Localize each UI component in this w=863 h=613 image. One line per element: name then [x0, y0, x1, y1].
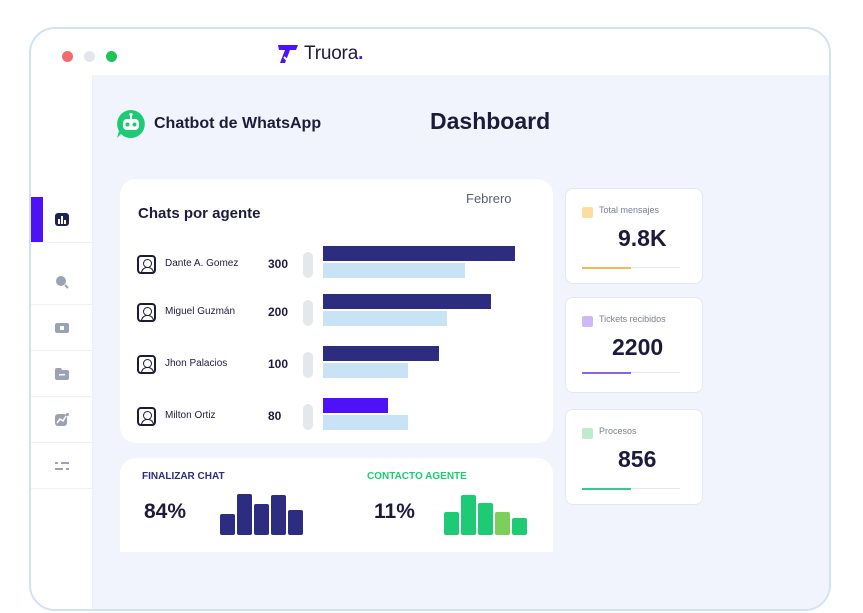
bar-handle: [303, 252, 313, 278]
agent-value: 100: [268, 357, 289, 371]
sidebar-item-tickets[interactable]: [31, 305, 92, 351]
kpi-mini-bar: [237, 494, 252, 535]
sidebar: ›: [31, 75, 93, 609]
kpi-mini-bar: [254, 504, 269, 535]
brand-name: Truora.: [304, 43, 364, 64]
user-icon: [137, 303, 156, 322]
user-icon: [137, 407, 156, 426]
user-icon: [137, 255, 156, 274]
agent-value: 200: [268, 305, 289, 319]
stat-progress: [582, 488, 680, 490]
main-content: Chatbot de WhatsApp Dashboard Chats por …: [93, 75, 829, 609]
kpi-mini-bar: [478, 503, 493, 535]
kpi-card: FINALIZAR CHAT 84% CONTACTO AGENTE 11%: [120, 458, 553, 552]
stat-label: Procesos: [599, 426, 637, 436]
finalizar-chat-value: 84%: [144, 500, 187, 523]
agent-bar-dark: [323, 294, 491, 309]
kpi-mini-bar: [288, 510, 303, 535]
ticket-icon: [582, 316, 593, 327]
month-selector[interactable]: Febrero: [466, 191, 512, 206]
chart-icon: [54, 213, 69, 226]
minimize-dot[interactable]: [84, 51, 95, 62]
stat-label: Tickets recibidos: [599, 314, 666, 324]
maximize-dot[interactable]: [106, 51, 117, 62]
agent-name: Jhon Palacios: [165, 358, 228, 369]
sidebar-item-settings[interactable]: [31, 443, 92, 489]
agent-value: 300: [268, 257, 289, 271]
stat-value: 2200: [612, 334, 664, 360]
agent-row: Dante A. Gomez 300: [120, 246, 553, 286]
agent-bar-dark: [323, 346, 439, 361]
card-title: Chats por agente: [138, 205, 261, 222]
sidebar-item-search[interactable]: [31, 259, 92, 305]
close-dot[interactable]: [62, 51, 73, 62]
agent-value: 80: [268, 409, 282, 423]
sidebar-item-trends[interactable]: [31, 397, 92, 443]
app-header: Chatbot de WhatsApp: [115, 108, 321, 140]
stat-label: Total mensajes: [599, 205, 660, 215]
agent-row: Miguel Guzmán 200: [120, 294, 553, 334]
agent-name: Milton Ortiz: [165, 410, 216, 421]
kpi-mini-bar: [495, 512, 510, 535]
sidebar-item-folders[interactable]: [31, 351, 92, 397]
agent-name: Dante A. Gomez: [165, 258, 239, 269]
finalizar-chat-label: FINALIZAR CHAT: [142, 471, 225, 482]
stat-card-tickets: Tickets recibidos 2200: [565, 297, 703, 393]
agent-bar-light: [323, 363, 408, 378]
kpi-mini-bar: [461, 495, 476, 535]
user-icon: [137, 355, 156, 374]
bar-handle: [303, 300, 313, 326]
browser-window: Truora.: [29, 27, 831, 611]
kpi-mini-bar: [512, 518, 527, 535]
agent-row: Jhon Palacios 100: [120, 346, 553, 386]
agent-bar-light: [323, 415, 408, 430]
folder-icon: [54, 367, 69, 380]
trend-icon: [54, 413, 69, 426]
agent-bar-light: [323, 311, 447, 326]
agent-bar-dark: [323, 398, 388, 413]
contacto-agente-value: 11%: [374, 500, 415, 523]
brand-logo: Truora.: [276, 43, 363, 65]
app-title: Chatbot de WhatsApp: [154, 115, 322, 132]
agent-name: Miguel Guzmán: [165, 306, 236, 317]
chevron-right-icon[interactable]: ›: [53, 603, 59, 609]
kpi-mini-bar: [271, 495, 286, 535]
settings-icon: [54, 461, 69, 470]
stat-value: 9.8K: [618, 225, 667, 251]
stat-progress-fill: [582, 372, 631, 374]
process-icon: [582, 428, 593, 439]
agent-bar-light: [323, 263, 465, 278]
stat-card-procesos: Procesos 856: [565, 409, 703, 505]
search-icon: [55, 275, 69, 289]
ticket-icon: [54, 322, 69, 333]
truora-logo-icon: [278, 45, 298, 63]
bar-handle: [303, 404, 313, 430]
chats-per-agent-card: Chats por agente Febrero Dante A. Gomez …: [120, 179, 553, 443]
title-bar: Truora.: [31, 29, 829, 75]
stat-progress-fill: [582, 267, 631, 269]
messages-icon: [582, 207, 593, 218]
stat-progress: [582, 267, 680, 269]
page-title: Dashboard: [430, 108, 551, 134]
stat-value: 856: [618, 446, 657, 472]
kpi-mini-bar: [220, 514, 235, 535]
sidebar-item-dashboard[interactable]: [31, 197, 92, 243]
agent-bar-dark: [323, 246, 515, 261]
bar-handle: [303, 352, 313, 378]
stat-card-total-mensajes: Total mensajes 9.8K: [565, 188, 703, 284]
kpi-mini-bar: [444, 512, 459, 535]
whatsapp-bot-icon: [117, 110, 145, 138]
stat-progress: [582, 372, 680, 374]
agent-row: Milton Ortiz 80: [120, 398, 553, 438]
stat-progress-fill: [582, 488, 631, 490]
contacto-agente-label: CONTACTO AGENTE: [367, 471, 467, 482]
